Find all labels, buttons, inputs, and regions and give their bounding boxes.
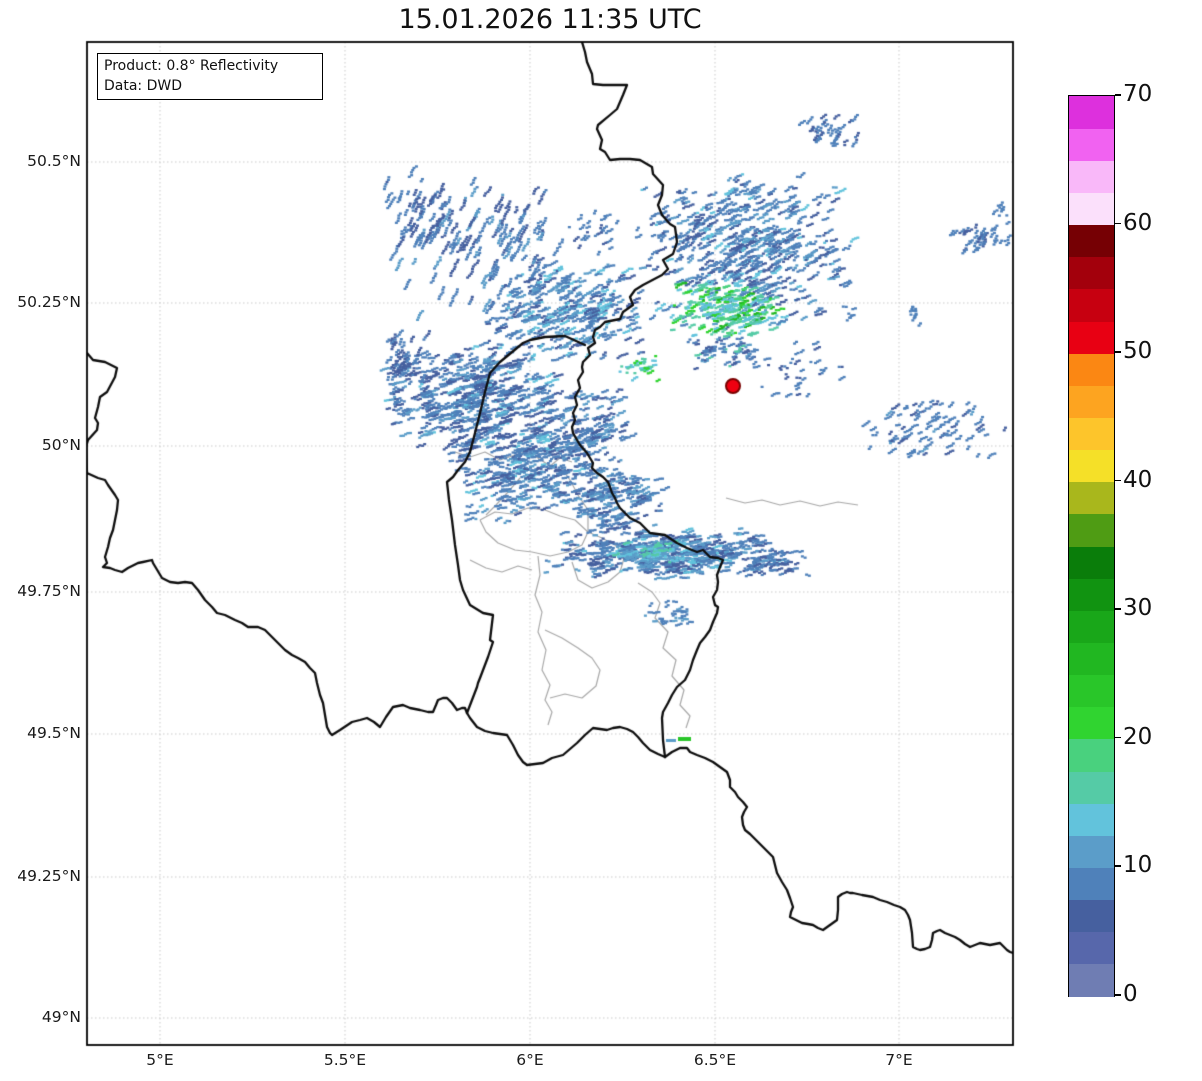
- x-axis-tick-label: 5°E: [146, 1051, 174, 1069]
- colorbar-tick-label: 40: [1123, 466, 1153, 493]
- colorbar-segment: [1069, 642, 1114, 676]
- colorbar-tick-mark: [1115, 994, 1121, 996]
- colorbar-segment: [1069, 321, 1114, 354]
- colorbar-segment: [1069, 288, 1114, 322]
- colorbar-tick-label: 0: [1123, 981, 1138, 1007]
- colorbar-segment: [1069, 771, 1114, 804]
- colorbar-segment: [1069, 931, 1114, 965]
- x-axis-tick-label: 5.5°E: [323, 1051, 367, 1069]
- y-axis-tick-label: 49.75°N: [17, 582, 81, 600]
- colorbar-segment: [1069, 385, 1114, 419]
- colorbar-segment: [1069, 128, 1114, 161]
- colorbar-tick-label: 50: [1123, 338, 1153, 365]
- x-axis-tick-label: 6.5°E: [693, 1051, 737, 1069]
- colorbar: [1068, 95, 1115, 997]
- colorbar-segment: [1069, 96, 1114, 129]
- colorbar-segment: [1069, 706, 1114, 740]
- y-axis-tick-label: 49°N: [41, 1008, 81, 1026]
- x-axis-tick-label: 7°E: [885, 1051, 913, 1069]
- colorbar-tick-mark: [1115, 222, 1121, 225]
- colorbar-segment: [1069, 578, 1114, 611]
- colorbar-tick-mark: [1115, 608, 1121, 610]
- colorbar-tick-mark: [1115, 479, 1121, 482]
- colorbar-segment: [1069, 674, 1114, 708]
- annotation-box: Product: 0.8° Reflectivity Data: DWD: [97, 53, 323, 101]
- colorbar-tick-mark: [1115, 94, 1121, 96]
- colorbar-tick-mark: [1115, 865, 1121, 868]
- colorbar-tick-label: 10: [1123, 852, 1153, 879]
- y-axis-tick-label: 49.5°N: [27, 724, 81, 742]
- colorbar-tick-mark: [1115, 351, 1121, 353]
- colorbar-segment: [1069, 481, 1114, 515]
- colorbar-segment: [1069, 417, 1114, 451]
- x-axis-tick-label: 6°E: [516, 1051, 544, 1069]
- colorbar-segment: [1069, 803, 1114, 836]
- colorbar-tick-label: 70: [1123, 81, 1153, 107]
- colorbar-tick-label: 30: [1123, 595, 1153, 622]
- colorbar-segment: [1069, 546, 1114, 579]
- colorbar-tick-label: 60: [1123, 209, 1153, 236]
- y-axis-tick-label: 49.25°N: [17, 867, 81, 885]
- colorbar-segment: [1069, 738, 1114, 772]
- colorbar-segment: [1069, 899, 1114, 933]
- colorbar-segment: [1069, 160, 1114, 194]
- colorbar-segment: [1069, 867, 1114, 901]
- colorbar-segment: [1069, 610, 1114, 644]
- colorbar-tick-label: 20: [1123, 723, 1153, 750]
- colorbar-segment: [1069, 449, 1114, 483]
- colorbar-segment: [1069, 513, 1114, 547]
- annotation-data-line: Data: DWD: [104, 78, 182, 95]
- y-axis-tick-label: 50.5°N: [27, 152, 81, 170]
- colorbar-segment: [1069, 835, 1114, 869]
- colorbar-segment: [1069, 963, 1114, 997]
- colorbar-tick-mark: [1115, 736, 1121, 739]
- y-axis-tick-label: 50°N: [41, 436, 81, 454]
- colorbar-segment: [1069, 224, 1114, 258]
- colorbar-segment: [1069, 192, 1114, 226]
- figure-title: 15.01.2026 11:35 UTC: [398, 4, 702, 35]
- y-axis-tick-label: 50.25°N: [17, 293, 81, 311]
- colorbar-segment: [1069, 256, 1114, 290]
- annotation-product-line: Product: 0.8° Reflectivity: [104, 58, 279, 74]
- colorbar-segment: [1069, 353, 1114, 386]
